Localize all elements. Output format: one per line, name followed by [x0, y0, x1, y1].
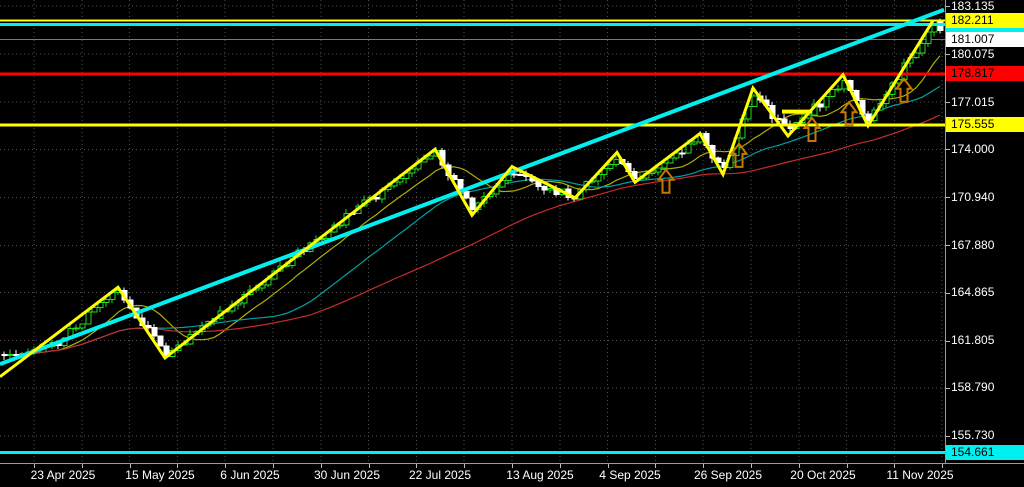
- date-tick-label: 23 Apr 2025: [30, 468, 96, 482]
- date-tick-label: 4 Sep 2025: [599, 468, 661, 482]
- up-arrow-icon[interactable]: [802, 116, 822, 142]
- price-tick-mark: [946, 149, 950, 151]
- time-tick-mark: [798, 464, 800, 468]
- price-tick-mark: [946, 6, 950, 8]
- price-tick-mark: [946, 387, 950, 389]
- time-tick-mark: [177, 464, 179, 468]
- chart-plot-area[interactable]: [0, 0, 945, 463]
- current-price-label: 181.007: [946, 31, 1024, 47]
- price-tick-mark: [946, 245, 950, 247]
- date-tick-label: 26 Sep 2025: [693, 468, 763, 482]
- price-axis[interactable]: 183.135 180.075 177.015 174.000 170.940 167.8…: [945, 0, 1024, 463]
- price-tick-mark: [946, 292, 950, 294]
- time-tick-mark: [464, 464, 466, 468]
- up-arrow-icon[interactable]: [656, 168, 676, 194]
- price-tick-mark: [946, 102, 950, 104]
- time-tick-mark: [416, 464, 418, 468]
- time-tick-mark: [655, 464, 657, 468]
- price-tick-label: 174.000: [951, 141, 995, 156]
- time-axis[interactable]: 23 Apr 2025 15 May 2025 6 Jun 2025 30 Jun 2…: [0, 463, 1024, 487]
- price-tick-label: 177.015: [951, 94, 995, 109]
- time-tick-mark: [894, 464, 896, 468]
- time-tick-mark: [320, 464, 322, 468]
- time-tick-mark: [368, 464, 370, 468]
- time-tick-mark: [512, 464, 513, 468]
- price-tick-label: 170.940: [951, 189, 995, 204]
- time-tick-mark: [81, 464, 83, 468]
- level-price-label: 178.817: [946, 66, 1024, 82]
- date-tick-label: 20 Oct 2025: [790, 468, 856, 482]
- time-tick-mark: [225, 464, 227, 468]
- level-price-label: 175.555: [946, 117, 1024, 133]
- time-tick-mark: [751, 464, 752, 468]
- price-tick-mark: [946, 54, 950, 56]
- price-tick-label: 180.075: [951, 46, 995, 61]
- time-tick-mark: [703, 464, 705, 468]
- price-tick-label: 155.730: [951, 428, 995, 443]
- price-tick-label: 167.880: [951, 237, 995, 252]
- up-arrow-icon[interactable]: [839, 100, 859, 127]
- date-tick-label: 6 Jun 2025: [220, 468, 280, 482]
- time-tick-mark: [34, 464, 35, 468]
- time-tick-mark: [559, 464, 561, 468]
- up-arrow-icon[interactable]: [729, 142, 749, 168]
- price-tick-label: 161.805: [951, 333, 995, 348]
- ma-medium: [3, 85, 941, 357]
- horizontal-level-lines[interactable]: [0, 19, 945, 455]
- time-tick-mark: [942, 464, 944, 468]
- price-tick-label: 183.135: [951, 0, 995, 13]
- ma-slow: [3, 114, 941, 357]
- zigzag-indicator[interactable]: [0, 19, 935, 378]
- date-tick-label: 15 May 2025: [125, 468, 195, 482]
- date-tick-label: 30 Jun 2025: [313, 468, 381, 482]
- level-price-label: 154.661: [946, 445, 1024, 461]
- date-tick-label: 13 Aug 2025: [506, 468, 574, 482]
- price-tick-mark: [946, 340, 950, 342]
- price-tick-label: 158.790: [951, 380, 995, 395]
- grid-lines: [0, 0, 945, 463]
- time-tick-mark: [273, 464, 274, 468]
- price-tick-mark: [946, 435, 950, 437]
- trendline[interactable]: [0, 7, 945, 367]
- level-price-label: 182.211: [946, 13, 1024, 29]
- price-tick-mark: [946, 197, 950, 199]
- date-tick-label: 22 Jul 2025: [408, 468, 472, 482]
- up-arrow-icon[interactable]: [894, 77, 914, 103]
- time-tick-mark: [607, 464, 609, 468]
- price-tick-label: 164.865: [951, 285, 995, 300]
- time-tick-mark: [846, 464, 848, 468]
- time-tick-mark: [129, 464, 131, 468]
- date-tick-label: 11 Nov 2025: [886, 468, 954, 482]
- up-arrows[interactable]: [656, 77, 914, 194]
